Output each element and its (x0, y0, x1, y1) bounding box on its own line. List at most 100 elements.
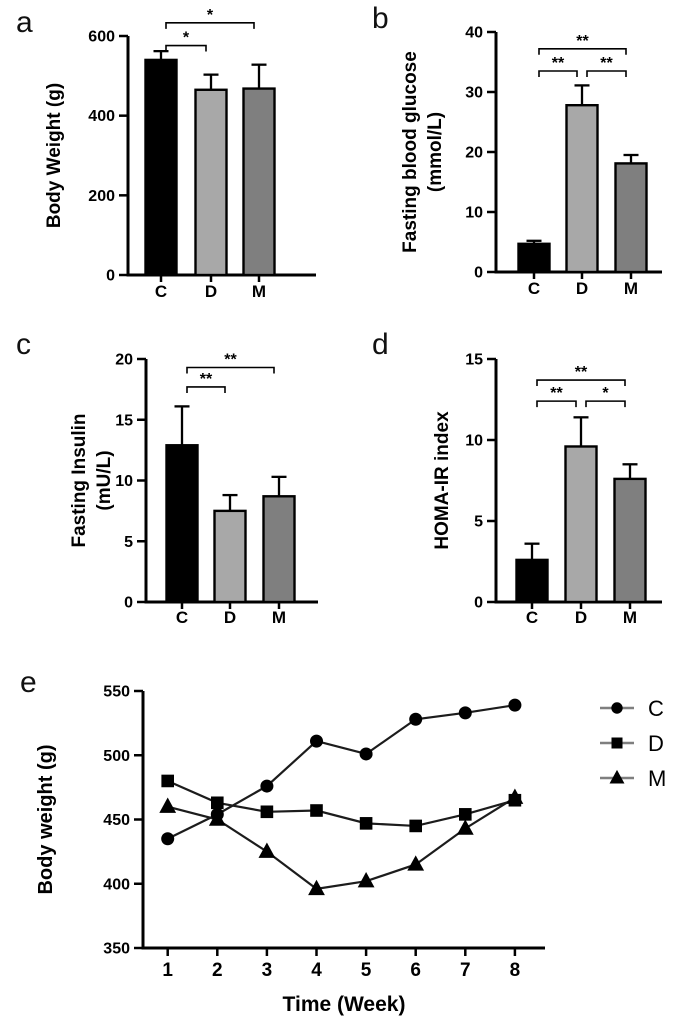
category-label: M (252, 282, 266, 301)
circle-marker-C (508, 698, 522, 712)
triangle-marker-M (258, 842, 276, 858)
fasting-insulin-bar-chart: 0 5 10 15 20 Fasting Insulin (mU/L) C D M ** ** (69, 352, 318, 627)
legend-circle-icon (611, 702, 623, 714)
x-tick-label: 6 (410, 960, 421, 981)
y-tick-label: 40 (465, 25, 483, 42)
x-tick-label: 3 (262, 960, 273, 981)
significance-label: ** (224, 352, 237, 369)
panel-letter-d: d (372, 328, 389, 361)
significance-bracket (165, 22, 255, 29)
y-tick-label: 5 (124, 534, 133, 551)
category-label: D (205, 282, 217, 301)
y-tick-label: 10 (465, 205, 483, 222)
y-tick-label: 350 (103, 941, 130, 958)
y-axis-title: Fasting Insulin (69, 413, 90, 547)
triangle-marker-M (208, 810, 226, 826)
bar-D (213, 509, 247, 604)
circle-marker-C (458, 706, 472, 720)
y-tick-label: 400 (88, 108, 115, 125)
y-axis-title: Body Weight (g) (44, 83, 65, 228)
significance-bracket (538, 48, 627, 55)
triangle-marker-M (159, 797, 177, 813)
y-axis-title: Fasting blood glucose (400, 51, 421, 253)
bar-C (517, 242, 551, 274)
x-axis-title: Time (Week) (283, 993, 406, 1016)
significance-bracket (186, 386, 226, 393)
panel-a: 0 200 400 600 Body Weight (g) C D M * * (0, 0, 344, 320)
y-tick-label: 0 (474, 265, 483, 282)
y-tick-label: 0 (106, 268, 115, 285)
bar-M (613, 477, 647, 604)
square-marker-D (211, 796, 224, 810)
significance-bracket (186, 366, 275, 374)
y-axis-title: (mU/L) (94, 450, 115, 510)
bar-D (565, 103, 599, 274)
panel-letter-b: b (372, 2, 389, 35)
y-axis-title: HOMA-IR index (432, 411, 453, 550)
y-tick-label: 0 (124, 595, 133, 612)
bar-D (194, 88, 228, 277)
square-marker-D (310, 804, 323, 817)
category-label: M (623, 608, 637, 627)
panel-d: 0 5 10 15 HOMA-IR index C D M ** * ** (344, 320, 688, 650)
panel-letter-a: a (16, 6, 33, 39)
bar-C (515, 558, 549, 604)
panel-e: 350 400 450 500 550 Body weight (g) 1 2 3 4 5 6 7 8 Ti… (0, 650, 688, 1024)
panel-letter-e: e (20, 666, 37, 699)
body-weight-bar-chart: 0 200 400 600 Body Weight (g) C D M * * (44, 7, 316, 301)
x-tick-label: 5 (361, 960, 372, 981)
bar-C (144, 58, 178, 277)
y-tick-label: 20 (115, 352, 133, 369)
significance-bracket (536, 379, 626, 387)
legend-triangle-icon (609, 769, 625, 784)
panel-c: 0 5 10 15 20 Fasting Insulin (mU/L) C D M ** ** (0, 320, 344, 650)
significance-label: ** (575, 364, 588, 381)
significance-label: ** (576, 33, 589, 50)
category-label: D (575, 608, 587, 627)
x-tick-label: 8 (510, 960, 521, 981)
x-tick-label: 7 (460, 960, 471, 981)
square-marker-D (260, 805, 274, 819)
significance-label: ** (550, 385, 563, 402)
significance-label: ** (600, 55, 613, 72)
series-line-C (167, 704, 516, 840)
category-label: C (176, 608, 188, 627)
bar-D (564, 445, 598, 604)
category-label: M (272, 608, 286, 627)
significance-bracket (585, 400, 626, 408)
significance-bracket (165, 44, 207, 52)
square-marker-D (459, 808, 472, 821)
y-tick-label: 15 (115, 412, 133, 429)
significance-label: ** (200, 371, 213, 388)
circle-marker-C (359, 747, 373, 761)
legend-square-icon (611, 737, 623, 749)
y-tick-label: 0 (474, 595, 483, 612)
circle-marker-C (409, 712, 423, 726)
triangle-marker-M (407, 855, 425, 871)
bar-C (165, 444, 199, 604)
series-line-D (167, 779, 516, 828)
y-tick-label: 500 (103, 748, 130, 765)
y-tick-label: 15 (465, 352, 483, 369)
category-label: D (224, 608, 236, 627)
significance-label: * (183, 30, 190, 47)
significance-label: ** (552, 55, 565, 72)
y-tick-label: 400 (103, 876, 130, 893)
y-tick-label: 10 (465, 433, 483, 450)
y-tick-label: 30 (465, 85, 483, 102)
significance-label: * (207, 7, 214, 24)
y-tick-label: 200 (88, 188, 115, 205)
legend-label-C: C (648, 696, 664, 721)
triangle-marker-M (308, 879, 325, 896)
circle-marker-C (161, 832, 175, 846)
y-tick-label: 550 (103, 684, 130, 701)
triangle-marker-M (357, 872, 375, 888)
circle-marker-C (260, 779, 274, 793)
x-tick-label: 1 (162, 960, 173, 981)
bar-M (242, 87, 276, 277)
significance-bracket (538, 70, 578, 77)
significance-bracket (536, 400, 577, 408)
body-weight-line-chart: 350 400 450 500 550 Body weight (g) 1 2 3 4 5 6 7 8 Ti… (35, 684, 666, 1017)
